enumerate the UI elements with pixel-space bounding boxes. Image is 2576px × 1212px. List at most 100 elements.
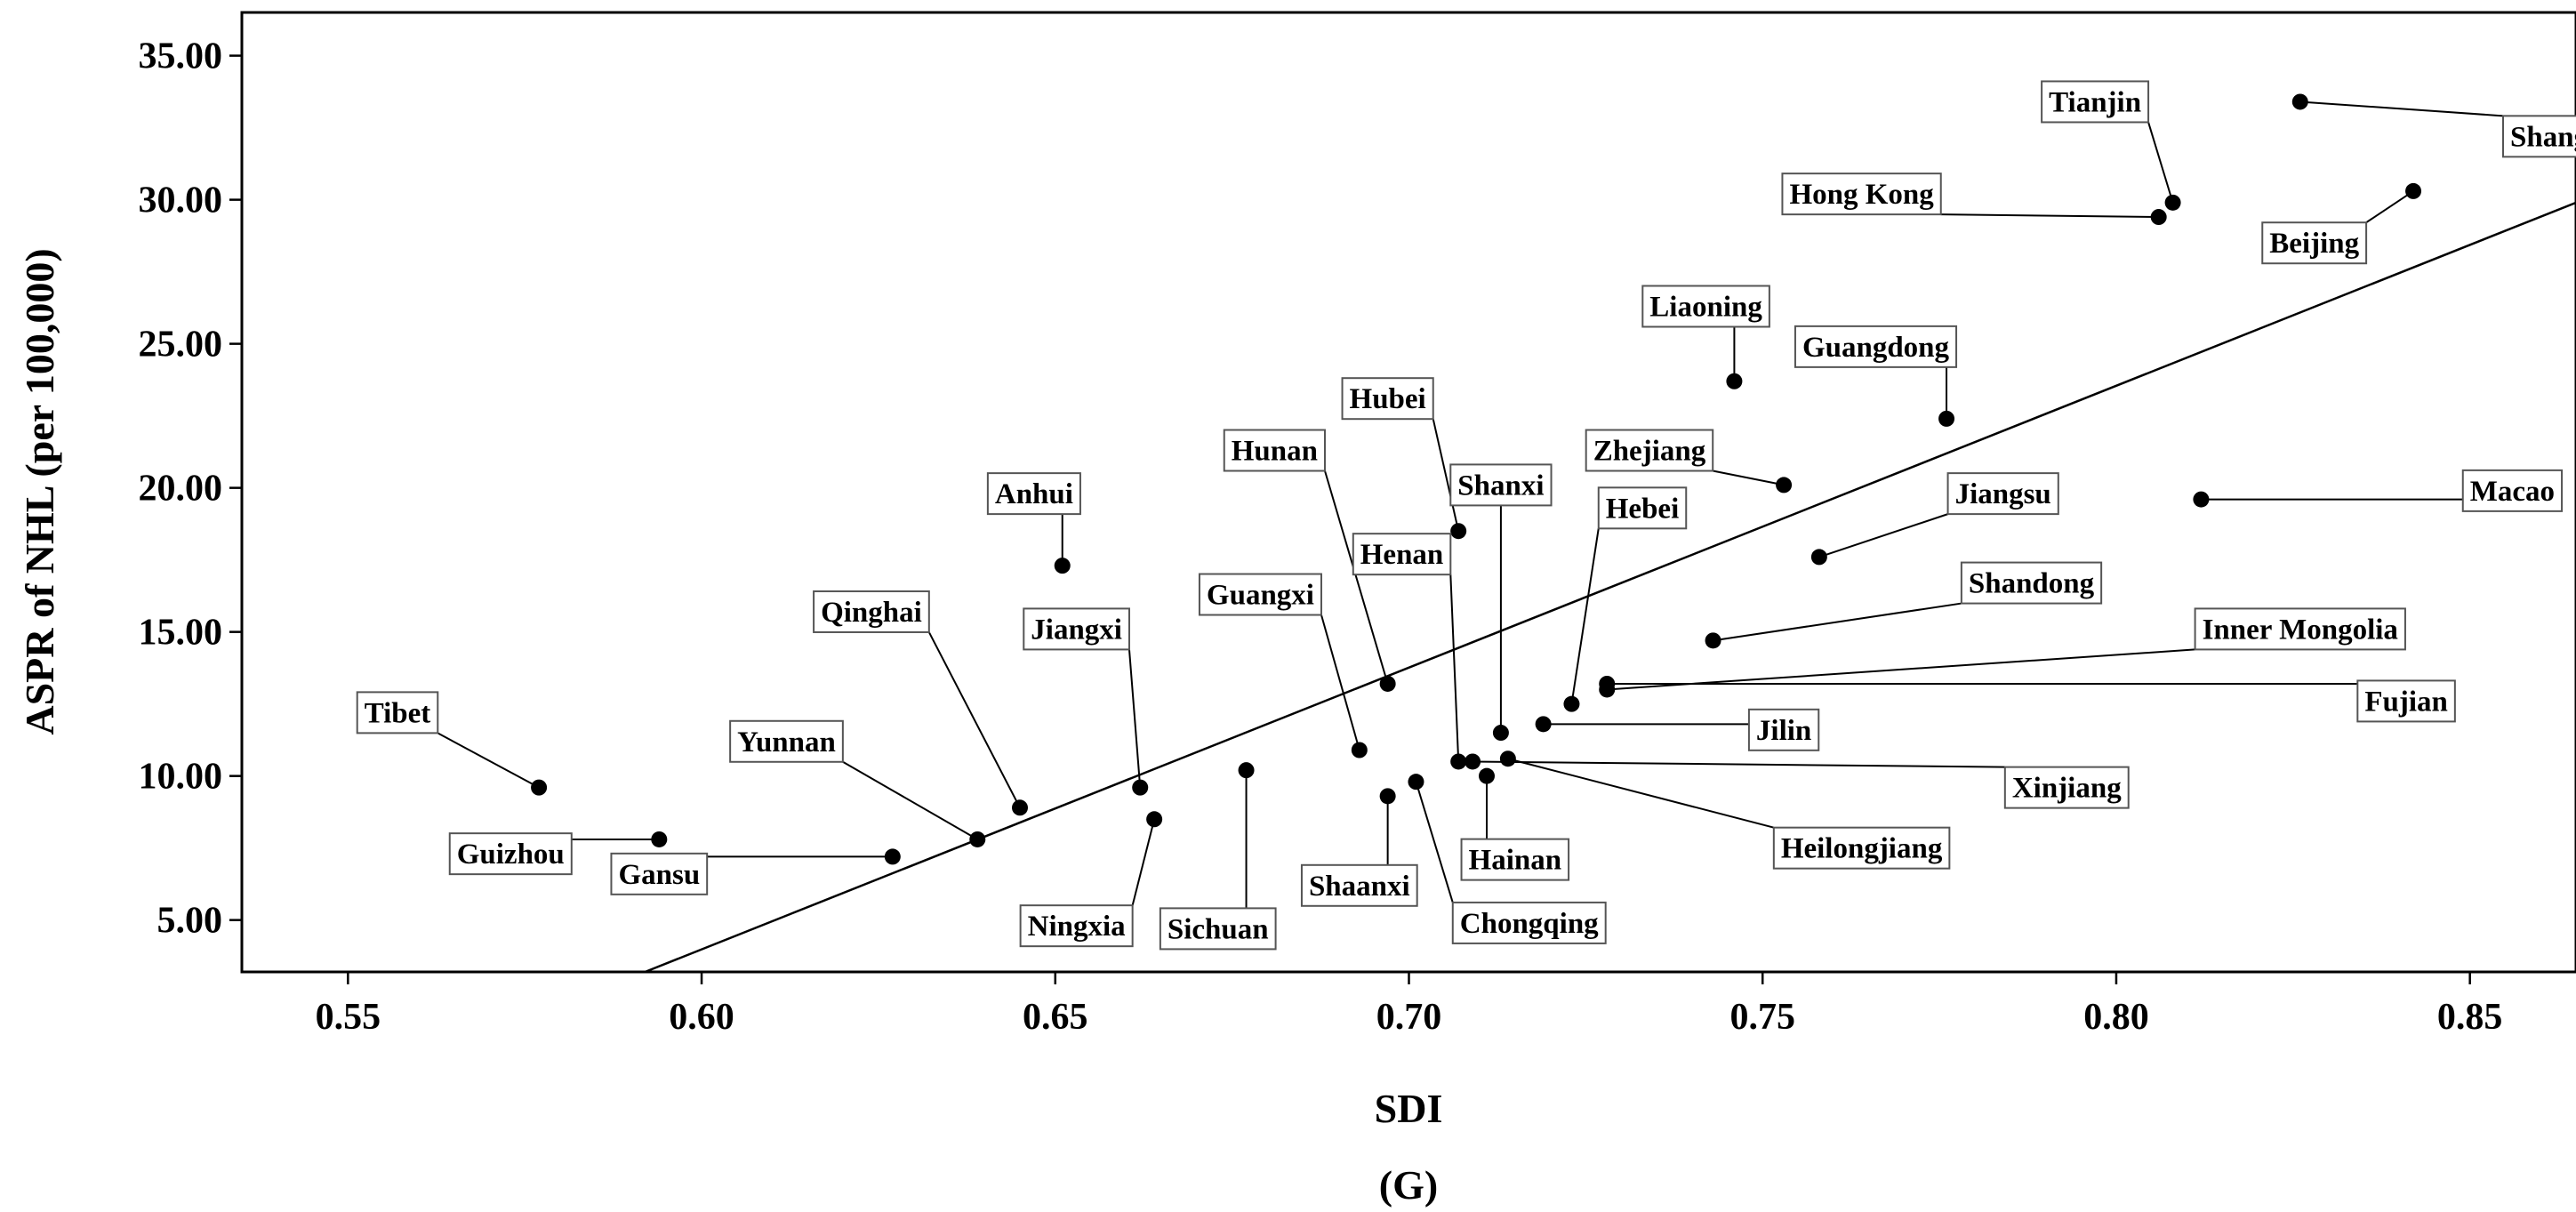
label-qinghai: Qinghai xyxy=(813,590,930,633)
point-label: Chongqing xyxy=(1460,908,1599,940)
label-inner-mongolia: Inner Mongolia xyxy=(2194,607,2406,651)
leader-line xyxy=(1473,760,2005,768)
label-box xyxy=(356,691,439,734)
y-tick-label: 20.00 xyxy=(139,469,223,510)
data-point-ningxia xyxy=(1146,811,1163,828)
leader-line xyxy=(842,760,978,840)
data-point-chongqing xyxy=(1408,774,1424,791)
leader-line xyxy=(2147,122,2174,204)
label-gansu: Gansu xyxy=(610,852,709,895)
point-label: Xinjiang xyxy=(2012,773,2122,805)
point-label: Guangxi xyxy=(1207,580,1314,612)
leader-line xyxy=(1713,470,1785,486)
point-label: Zhejiang xyxy=(1593,436,1706,468)
label-shandong: Shandong xyxy=(1960,561,2103,605)
leader-line xyxy=(927,631,1021,808)
point-label: Jilin xyxy=(1756,715,1811,747)
leader-line xyxy=(1507,758,1775,829)
label-box xyxy=(1451,901,1607,944)
label-box xyxy=(1300,863,1418,907)
label-box xyxy=(2041,80,2150,124)
x-tick-label: 0.75 xyxy=(1729,997,1795,1038)
data-point-xinjiang xyxy=(1465,753,1481,770)
leader-line xyxy=(1607,648,2195,691)
label-hainan: Hainan xyxy=(1460,838,1570,881)
data-point-shandong xyxy=(1705,632,1721,649)
fit-line-layer xyxy=(644,201,2576,974)
plot-frame xyxy=(240,11,2576,974)
data-point-henan xyxy=(1450,753,1467,770)
point-label: Tibet xyxy=(365,697,431,729)
label-box xyxy=(2194,607,2406,651)
point-label: Liaoning xyxy=(1649,292,1762,324)
label-box xyxy=(2356,679,2456,723)
data-point-heilongjiang xyxy=(1499,750,1516,767)
label-box xyxy=(986,472,1081,516)
label-box xyxy=(729,719,844,763)
label-box xyxy=(1641,285,1770,328)
label-anhui: Anhui xyxy=(986,472,1081,516)
data-point-hainan xyxy=(1479,767,1495,784)
label-box xyxy=(1449,463,1553,507)
leader-line xyxy=(2365,190,2414,224)
leader-line xyxy=(2299,100,2504,117)
label-box xyxy=(1960,561,2103,605)
leader-line xyxy=(1570,528,1600,704)
point-label: Hainan xyxy=(1469,845,1562,877)
point-label: Sichuan xyxy=(1168,913,1269,945)
leader-line-layer xyxy=(437,100,2504,909)
point-label: Anhui xyxy=(995,478,1073,510)
data-point-hunan xyxy=(1379,675,1396,692)
point-label: Yunnan xyxy=(737,726,836,759)
x-axis-title: SDI xyxy=(1375,1086,1443,1131)
label-box xyxy=(1747,708,1820,751)
label-box xyxy=(2261,221,2368,265)
label-chongqing: Chongqing xyxy=(1451,901,1607,944)
label-zhejiang: Zhejiang xyxy=(1585,429,1714,472)
point-label: Heilongjiang xyxy=(1781,833,1943,865)
leader-line xyxy=(1449,574,1460,762)
data-point-jiangxi xyxy=(1132,779,1149,796)
data-point-qinghai xyxy=(1012,799,1028,816)
data-point-anhui xyxy=(1054,558,1071,574)
point-label: Shaanxi xyxy=(1309,871,1410,903)
x-tick-label: 0.55 xyxy=(316,997,381,1038)
data-point-hebei xyxy=(1563,695,1580,712)
label-jiangxi: Jiangxi xyxy=(1023,607,1130,651)
label-sichuan: Sichuan xyxy=(1159,907,1277,951)
point-label: Hunan xyxy=(1232,436,1318,468)
data-point-hong-kong xyxy=(2150,209,2167,226)
point-label: Hebei xyxy=(1606,493,1679,525)
label-tianjin: Tianjin xyxy=(2041,80,2150,124)
x-tick-label: 0.80 xyxy=(2083,997,2149,1038)
label-box xyxy=(610,852,709,895)
y-tick-label: 30.00 xyxy=(139,181,223,221)
label-hubei: Hubei xyxy=(1341,377,1434,421)
data-point-guangdong xyxy=(1938,410,1955,427)
fit-line xyxy=(644,201,2576,974)
label-box xyxy=(1597,486,1688,530)
label-shanxi: Shanxi xyxy=(1449,463,1553,507)
label-box xyxy=(1198,573,1322,616)
label-hong-kong: Hong Kong xyxy=(1781,173,1942,216)
data-point-jilin xyxy=(1535,716,1552,733)
point-label: Inner Mongolia xyxy=(2203,614,2398,646)
point-label: Hong Kong xyxy=(1789,179,1934,211)
point-label: Guangdong xyxy=(1802,332,1950,364)
point-label: Jiangsu xyxy=(1955,478,2051,510)
point-layer xyxy=(531,93,2422,865)
data-point-macao xyxy=(2193,491,2210,508)
y-tick-label: 25.00 xyxy=(139,325,223,365)
x-axis-ticks: 0.55 0.60 0.65 0.70 0.75 0.80 0.85 xyxy=(316,972,2502,1038)
label-box xyxy=(1341,377,1434,421)
label-shanghai: Shanghai xyxy=(2501,115,2576,158)
data-point-inner-mongolia xyxy=(1599,681,1616,698)
point-label: Gansu xyxy=(618,859,700,891)
data-point-tianjin xyxy=(2164,194,2181,211)
label-box xyxy=(1019,904,1134,948)
data-point-tibet xyxy=(531,779,548,796)
label-box xyxy=(2461,469,2564,512)
label-henan: Henan xyxy=(1352,533,1452,576)
label-hebei: Hebei xyxy=(1597,486,1688,530)
